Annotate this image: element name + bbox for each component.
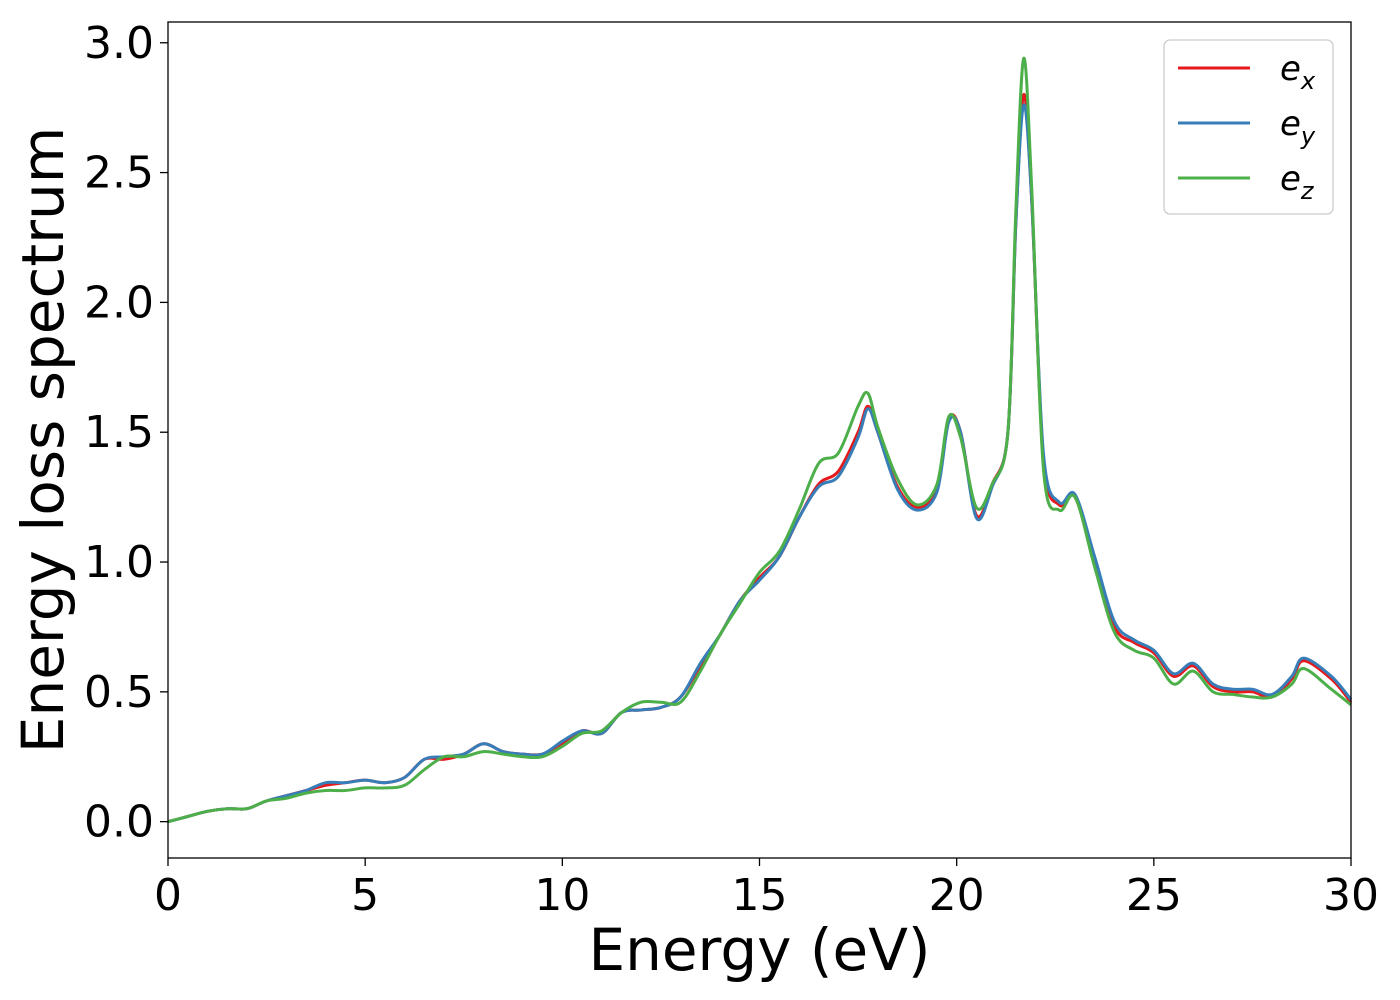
legend-item-x: ex [1178,49,1316,95]
legend-sub-z: z [1300,177,1315,205]
legend-item-y: ey [1178,104,1316,150]
x-tick-label: 20 [929,870,985,921]
y-axis-ticks: 0.0 0.5 1.0 1.5 2.0 2.5 3.0 [84,18,168,848]
legend-base-x: e [1280,49,1301,89]
x-tick-label: 0 [154,870,182,921]
legend-base-z: e [1280,159,1301,199]
x-axis-label: Energy (eV) [588,916,930,984]
series-line-y [167,103,1353,824]
y-tick-label: 1.0 [84,537,154,588]
y-tick-label: 0.5 [84,667,154,718]
legend-base-y: e [1280,104,1301,144]
x-axis-ticks: 0 5 10 15 20 25 30 [154,858,1379,921]
x-tick-label: 15 [732,870,788,921]
legend-label-y: ey [1280,104,1316,150]
y-tick-label: 3.0 [84,18,154,69]
legend-sub-x: x [1300,67,1316,95]
y-tick-label: 0.0 [84,797,154,848]
legend-sub-y: y [1300,122,1316,150]
plot-frame [167,21,1352,859]
y-tick-label: 1.5 [84,407,154,458]
legend-box [1163,39,1334,215]
y-axis-label: Energy loss spectrum [9,127,77,753]
x-tick-label: 25 [1126,870,1182,921]
legend-item-z: ez [1178,159,1315,205]
legend-label-x: ex [1280,49,1316,95]
y-tick-label: 2.0 [84,277,154,328]
legend-label-z: ez [1280,159,1315,205]
y-tick-label: 2.5 [84,148,154,199]
legend: ex ey ez [1163,39,1334,215]
series-layer [167,56,1353,824]
x-tick-label: 30 [1323,870,1379,921]
x-tick-label: 10 [534,870,590,921]
series-line-z [167,56,1352,824]
x-tick-label: 5 [351,870,379,921]
